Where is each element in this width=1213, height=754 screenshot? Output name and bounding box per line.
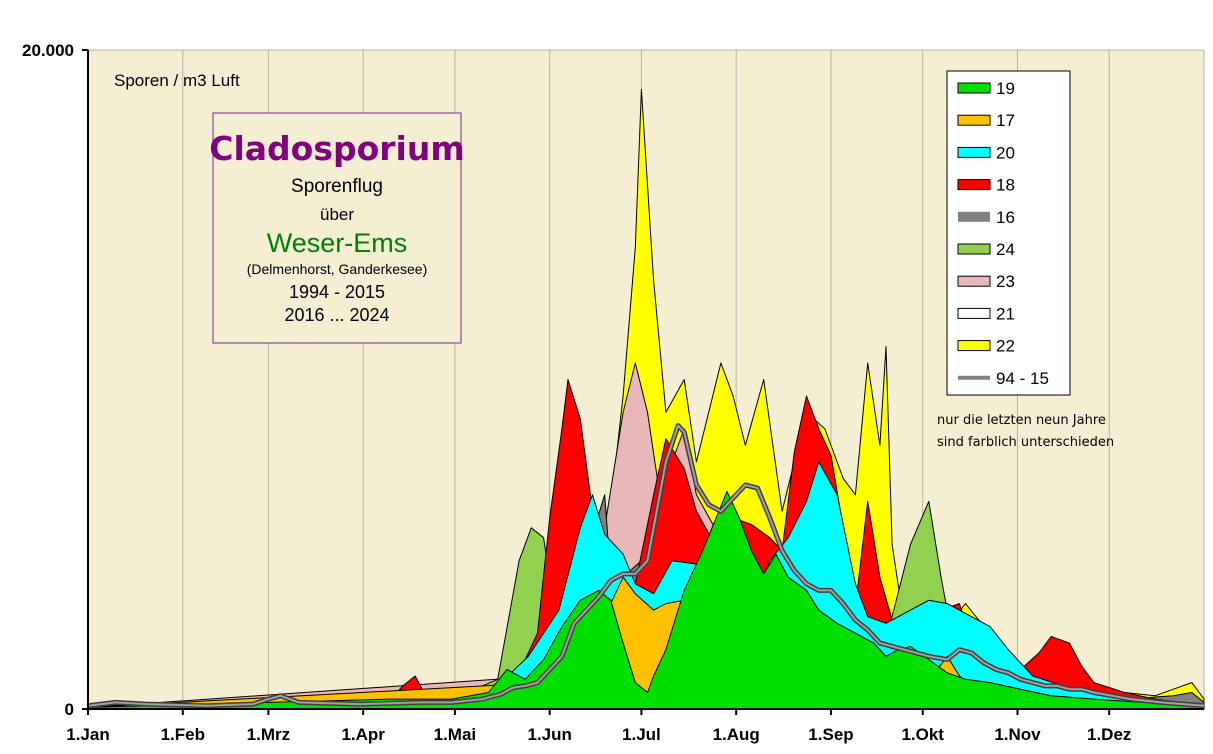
x-tick-label-1-dez: 1.Dez [1087,725,1131,744]
chart-title: Cladosporium [209,129,465,168]
subtitle-line-2: über [320,205,354,224]
period-1-label: 1994 - 2015 [289,282,385,302]
legend-swatch-16 [958,211,990,222]
note-line-1: nur die letzten neun Jahre [937,413,1106,428]
legend-swatch-22 [957,340,991,352]
x-tick-label-1-jul: 1.Jul [622,725,661,744]
legend-label-18: 18 [996,176,1015,195]
x-tick-label-1-mrz: 1.Mrz [247,725,290,744]
area-series-20 [87,461,1205,710]
area-series-19 [87,491,1205,710]
title-box: Cladosporium Sporenflug über Weser-Ems (… [209,112,465,344]
legend-swatch-19 [957,82,991,94]
legend-label-94-15: 94 - 15 [996,369,1049,388]
locations-label: (Delmenhorst, Ganderkesee) [247,261,428,277]
x-tick-label-1-aug: 1.Aug [713,725,760,744]
legend-label-24: 24 [996,240,1015,259]
legend-swatch-21 [957,307,991,319]
region-label: Weser-Ems [267,228,408,258]
note-line-2: sind farblich unterschieden [937,435,1114,450]
legend-swatch-23 [957,275,991,287]
area-series [87,89,1205,710]
y-ticks: 0 20.000 [22,41,88,719]
y-tick-label-20000: 20.000 [22,41,74,60]
x-tick-label-1-jan: 1.Jan [66,725,109,744]
legend-label-16: 16 [996,208,1015,227]
legend-label-19: 19 [996,79,1015,98]
legend-label-23: 23 [996,272,1015,291]
x-tick-label-1-okt: 1.Okt [901,725,944,744]
x-tick-label-1-mai: 1.Mai [434,725,477,744]
legend-label-22: 22 [996,337,1015,356]
legend-swatch-20 [957,146,991,158]
subtitle-line-1: Sporenflug [291,176,383,197]
x-tick-label-1-nov: 1.Nov [994,725,1041,744]
legend: 19 17 20 18 16 24 23 21 22 94 - 15 [946,70,1071,396]
legend-label-17: 17 [996,111,1015,130]
legend-label-21: 21 [996,304,1015,323]
legend-label-20: 20 [996,143,1015,162]
mean-line-group [87,423,1205,709]
legend-swatch-17 [957,114,991,126]
y-axis-unit-label: Sporen / m3 Luft [114,71,240,90]
x-tick-label-1-jun: 1.Jun [527,725,571,744]
legend-swatch-18 [957,179,991,191]
x-tick-label-1-feb: 1.Feb [161,725,205,744]
mean-line-94-15 [87,424,1205,707]
legend-swatch-24 [957,243,991,255]
x-tick-label-1-apr: 1.Apr [341,725,385,744]
period-2-label: 2016 ... 2024 [284,305,389,325]
y-tick-label-0: 0 [65,700,74,719]
x-ticks: 1.Jan 1.Feb 1.Mrz 1.Apr 1.Mai 1.Jun 1.Jul 1.Aug… [66,709,1131,744]
x-tick-label-1-sep: 1.Sep [808,725,853,744]
